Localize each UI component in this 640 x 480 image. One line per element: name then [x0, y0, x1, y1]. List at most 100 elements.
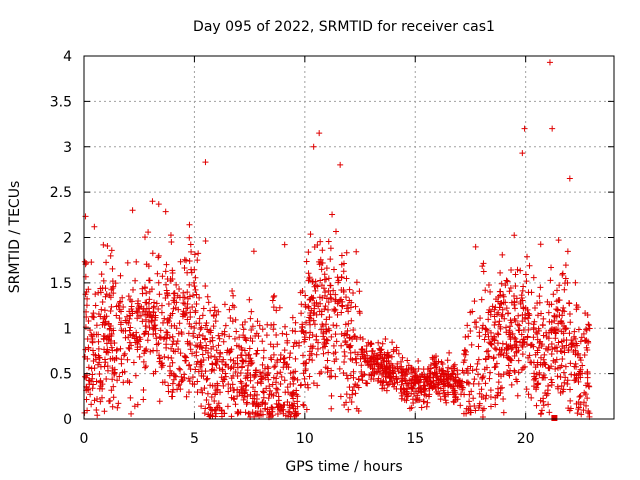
- data-point: [383, 363, 390, 370]
- data-point: [113, 303, 120, 310]
- data-point: [490, 355, 497, 362]
- x-axis-label: GPS time / hours: [285, 459, 402, 475]
- data-point: [109, 355, 116, 362]
- data-point: [515, 357, 522, 364]
- data-point: [321, 306, 328, 313]
- data-point: [274, 386, 281, 393]
- data-point: [142, 347, 149, 354]
- data-point: [96, 371, 103, 378]
- data-point: [146, 296, 153, 303]
- data-point: [292, 328, 299, 335]
- data-point: [185, 330, 192, 337]
- data-point: [136, 353, 143, 360]
- data-point: [533, 371, 540, 378]
- data-point: [242, 375, 249, 382]
- data-point: [121, 368, 128, 375]
- data-point: [491, 306, 498, 313]
- data-point: [270, 374, 277, 381]
- data-point: [512, 271, 519, 278]
- data-point: [468, 341, 475, 348]
- data-point: [145, 263, 152, 270]
- data-point: [228, 413, 235, 420]
- data-point: [271, 364, 278, 371]
- data-point: [266, 391, 273, 398]
- data-point: [523, 386, 530, 393]
- data-point: [466, 391, 473, 398]
- data-point: [134, 315, 141, 322]
- data-point: [94, 395, 101, 402]
- data-point: [101, 408, 108, 415]
- data-point: [266, 410, 273, 417]
- data-point: [222, 362, 229, 369]
- data-point: [208, 353, 215, 360]
- data-point: [565, 405, 572, 412]
- data-point: [240, 385, 247, 392]
- data-point: [583, 382, 590, 389]
- data-point: [503, 305, 510, 312]
- data-point: [247, 391, 254, 398]
- data-point: [297, 382, 304, 389]
- data-point: [93, 322, 100, 329]
- data-point: [508, 266, 515, 273]
- data-point: [423, 392, 430, 399]
- y-tick-label: 0.5: [50, 367, 72, 383]
- data-point: [377, 349, 384, 356]
- data-point: [500, 371, 507, 378]
- data-point: [134, 346, 141, 353]
- data-point: [321, 271, 328, 278]
- data-point: [520, 335, 527, 342]
- data-point: [118, 356, 125, 363]
- data-point: [549, 346, 556, 353]
- data-point: [290, 343, 297, 350]
- data-point: [263, 332, 270, 339]
- data-point: [321, 343, 328, 350]
- data-point: [487, 387, 494, 394]
- data-point: [552, 359, 559, 366]
- data-point: [165, 388, 172, 395]
- data-point: [499, 340, 506, 347]
- data-point: [393, 347, 400, 354]
- data-point: [241, 390, 248, 397]
- data-point: [233, 328, 240, 335]
- data-point: [169, 310, 176, 317]
- data-point: [312, 287, 319, 294]
- data-point: [155, 252, 162, 259]
- data-point: [184, 340, 191, 347]
- data-point: [519, 297, 526, 304]
- data-point: [126, 345, 133, 352]
- data-point: [127, 324, 134, 331]
- data-point: [212, 318, 219, 325]
- data-point: [99, 298, 106, 305]
- data-point: [384, 349, 391, 356]
- data-point: [309, 357, 316, 364]
- data-point: [137, 312, 144, 319]
- data-point: [273, 332, 280, 339]
- x-tick-label: 0: [80, 431, 89, 447]
- data-point: [526, 262, 533, 269]
- data-point: [179, 377, 186, 384]
- data-point: [364, 359, 371, 366]
- data-point: [358, 346, 365, 353]
- data-point: [227, 365, 234, 372]
- data-point: [244, 367, 251, 374]
- data-point: [151, 325, 158, 332]
- data-point: [280, 364, 287, 371]
- data-point: [199, 312, 206, 319]
- data-point: [507, 356, 514, 363]
- data-point: [463, 348, 470, 355]
- data-point: [578, 411, 585, 418]
- data-point: [524, 253, 531, 260]
- data-point: [286, 354, 293, 361]
- data-point: [210, 323, 217, 330]
- data-point: [560, 369, 567, 376]
- data-point: [313, 351, 320, 358]
- data-point: [103, 291, 110, 298]
- data-point: [182, 353, 189, 360]
- data-point: [445, 364, 452, 371]
- data-point: [330, 342, 337, 349]
- data-point: [262, 374, 269, 381]
- data-point: [545, 335, 552, 342]
- data-point: [511, 368, 518, 375]
- data-point: [511, 334, 518, 341]
- data-point: [346, 297, 353, 304]
